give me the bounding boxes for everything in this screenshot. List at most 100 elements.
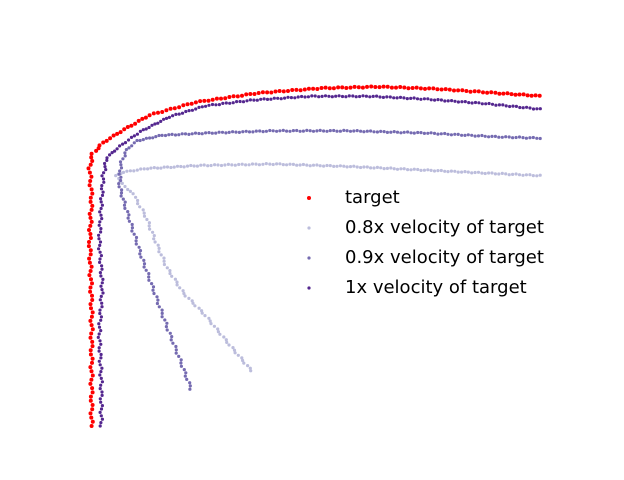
point-0-8x-velocity-of-target (142, 214, 147, 218)
point-1x-velocity-of-target (98, 257, 102, 261)
point-1x-velocity-of-target (99, 342, 103, 346)
point-0-9x-velocity-of-target (130, 222, 134, 227)
point-0-8x-velocity-of-target (128, 169, 132, 173)
point-1x-velocity-of-target (381, 95, 385, 99)
point-target (244, 92, 249, 97)
point-0-9x-velocity-of-target (122, 203, 127, 207)
point-0-9x-velocity-of-target (295, 128, 299, 133)
point-1x-velocity-of-target (103, 165, 107, 169)
point-0-8x-velocity-of-target (372, 166, 376, 170)
point-1x-velocity-of-target (433, 98, 437, 102)
point-target (327, 86, 332, 91)
point-1x-velocity-of-target (487, 101, 491, 106)
point-target (88, 269, 93, 273)
point-1x-velocity-of-target (99, 407, 104, 411)
point-1x-velocity-of-target (98, 363, 102, 367)
point-1x-velocity-of-target (235, 100, 239, 104)
point-target (90, 373, 95, 378)
point-0-9x-velocity-of-target (117, 185, 121, 189)
point-0-8x-velocity-of-target (237, 162, 241, 167)
point-target (464, 89, 469, 93)
point-0-8x-velocity-of-target (216, 163, 220, 167)
point-target (456, 88, 461, 93)
point-0-9x-velocity-of-target (409, 131, 413, 135)
point-1x-velocity-of-target (132, 134, 136, 138)
point-0-9x-velocity-of-target (456, 132, 460, 136)
point-0-9x-velocity-of-target (180, 132, 184, 136)
point-0-8x-velocity-of-target (311, 163, 316, 167)
point-target (87, 256, 92, 261)
point-target (517, 92, 522, 97)
point-0-9x-velocity-of-target (151, 285, 156, 289)
point-0-9x-velocity-of-target (308, 129, 312, 133)
point-0-9x-velocity-of-target (183, 374, 187, 378)
point-0-8x-velocity-of-target (257, 163, 261, 167)
point-0-9x-velocity-of-target (119, 178, 123, 183)
point-0-9x-velocity-of-target (164, 325, 168, 329)
point-target (87, 183, 92, 188)
legend-marker-1x (307, 286, 311, 290)
point-0-9x-velocity-of-target (463, 133, 467, 137)
point-1x-velocity-of-target (460, 100, 464, 104)
point-0-8x-velocity-of-target (473, 170, 477, 175)
point-0-9x-velocity-of-target (268, 128, 272, 133)
point-target (481, 90, 485, 95)
point-0-9x-velocity-of-target (188, 387, 192, 391)
point-0-9x-velocity-of-target (305, 128, 309, 132)
point-target (147, 113, 152, 118)
point-0-8x-velocity-of-target (379, 166, 383, 170)
point-target (529, 93, 534, 98)
point-0-8x-velocity-of-target (382, 167, 386, 171)
point-0-9x-velocity-of-target (476, 134, 481, 138)
point-1x-velocity-of-target (283, 96, 287, 100)
point-1x-velocity-of-target (398, 95, 403, 99)
point-0-9x-velocity-of-target (123, 206, 127, 210)
point-target (497, 91, 502, 96)
point-1x-velocity-of-target (224, 101, 228, 105)
point-1x-velocity-of-target (99, 200, 103, 204)
point-0-9x-velocity-of-target (531, 135, 535, 140)
point-1x-velocity-of-target (286, 95, 290, 99)
point-1x-velocity-of-target (494, 103, 498, 107)
point-0-8x-velocity-of-target (301, 162, 305, 167)
point-target (94, 148, 99, 153)
point-0-8x-velocity-of-target (125, 169, 129, 173)
point-target (160, 110, 165, 114)
point-target (210, 97, 215, 102)
point-0-9x-velocity-of-target (220, 130, 225, 134)
point-target (90, 344, 95, 349)
point-target (356, 85, 361, 90)
point-0-9x-velocity-of-target (538, 136, 542, 141)
point-0-8x-velocity-of-target (524, 173, 529, 177)
point-target (365, 84, 369, 89)
point-target (88, 335, 93, 340)
point-0-8x-velocity-of-target (216, 327, 220, 331)
point-target (125, 125, 130, 129)
point-target (414, 85, 419, 90)
point-1x-velocity-of-target (100, 301, 104, 305)
point-0-8x-velocity-of-target (182, 165, 186, 169)
point-0-8x-velocity-of-target (173, 277, 177, 281)
point-0-8x-velocity-of-target (432, 169, 437, 173)
point-1x-velocity-of-target (101, 190, 105, 194)
point-target (331, 86, 336, 91)
point-0-9x-velocity-of-target (210, 131, 214, 135)
point-1x-velocity-of-target (100, 217, 104, 221)
point-0-9x-velocity-of-target (152, 291, 156, 296)
point-0-8x-velocity-of-target (138, 205, 142, 209)
point-0-8x-velocity-of-target (305, 163, 309, 167)
point-0-9x-velocity-of-target (155, 295, 159, 299)
point-0-8x-velocity-of-target (514, 172, 518, 176)
point-target (273, 89, 278, 94)
point-target (485, 90, 490, 95)
point-0-9x-velocity-of-target (281, 128, 285, 132)
point-1x-velocity-of-target (259, 97, 263, 101)
point-1x-velocity-of-target (313, 94, 317, 98)
point-0-9x-velocity-of-target (311, 129, 316, 133)
point-0-9x-velocity-of-target (402, 130, 406, 134)
point-1x-velocity-of-target (98, 220, 102, 224)
point-0-9x-velocity-of-target (184, 371, 188, 375)
point-0-9x-velocity-of-target (291, 129, 295, 133)
point-target (290, 88, 295, 92)
point-0-8x-velocity-of-target (517, 173, 522, 177)
